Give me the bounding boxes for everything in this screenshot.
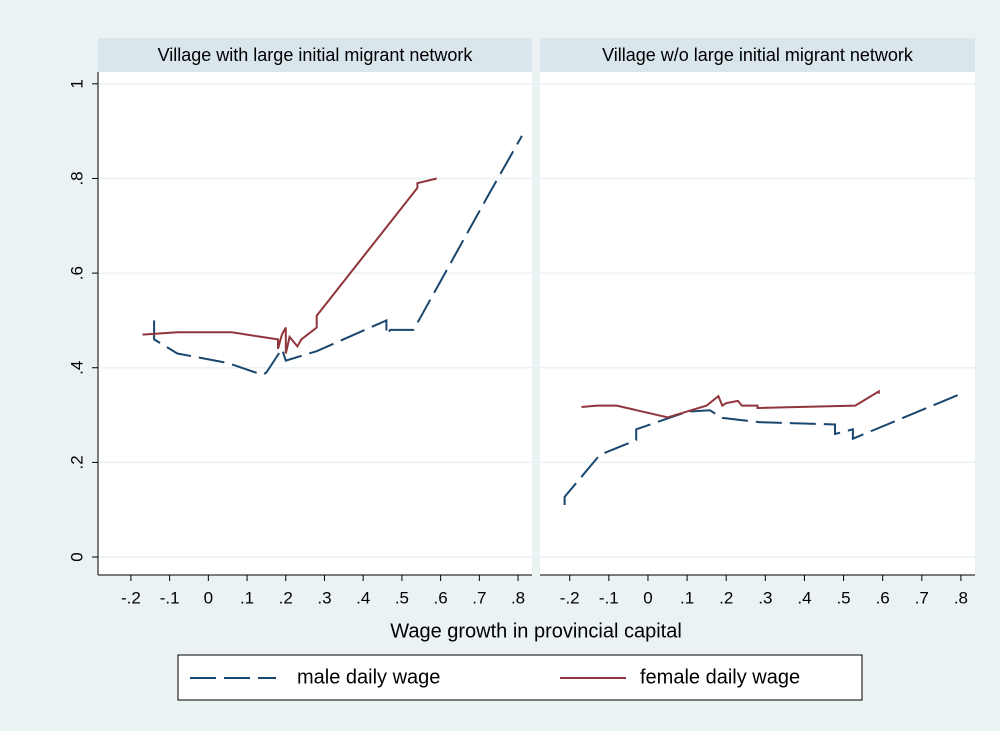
x-tick-label: .5: [395, 588, 409, 607]
x-tick-label: -.2: [121, 588, 141, 607]
y-tick-label: .2: [67, 455, 86, 469]
x-tick-label: .8: [954, 588, 968, 607]
plot-area: [98, 72, 532, 575]
x-tick-label: .2: [719, 588, 733, 607]
x-tick-label: .7: [915, 588, 929, 607]
y-tick-label: .8: [67, 171, 86, 185]
legend: [177, 654, 863, 701]
series-line: [563, 392, 962, 505]
x-tick-label: .1: [240, 588, 254, 607]
x-tick-label: -.1: [160, 588, 180, 607]
x-tick-label: .7: [472, 588, 486, 607]
series-line: [142, 177, 438, 354]
y-tick-label: 0: [67, 552, 86, 561]
y-tick-label: 1: [67, 79, 86, 88]
panel-header: [98, 38, 532, 72]
y-tick-label: .4: [67, 361, 86, 375]
x-tick-label: .3: [758, 588, 772, 607]
x-axis-label: Wage growth in provincial capital: [390, 620, 682, 642]
x-tick-label: .8: [511, 588, 525, 607]
plot-area: [540, 72, 975, 575]
x-tick-label: .4: [797, 588, 811, 607]
x-tick-label: -.2: [560, 588, 580, 607]
panel-header: [540, 38, 975, 72]
x-tick-label: .5: [836, 588, 850, 607]
x-tick-label: 0: [204, 588, 213, 607]
panel-title: Village w/o large initial migrant networ…: [602, 45, 914, 65]
y-tick-label: .6: [67, 266, 86, 280]
x-tick-label: .4: [356, 588, 370, 607]
x-tick-label: .6: [434, 588, 448, 607]
panel-title: Village with large initial migrant netwo…: [158, 45, 474, 65]
x-tick-label: .2: [279, 588, 293, 607]
series-line: [581, 389, 880, 419]
x-tick-label: .3: [317, 588, 331, 607]
x-tick-label: 0: [643, 588, 652, 607]
legend-label: female daily wage: [640, 666, 800, 688]
series-line: [153, 135, 523, 376]
x-tick-label: .1: [680, 588, 694, 607]
x-tick-label: .6: [876, 588, 890, 607]
legend-label: male daily wage: [297, 666, 440, 688]
x-tick-label: -.1: [599, 588, 619, 607]
